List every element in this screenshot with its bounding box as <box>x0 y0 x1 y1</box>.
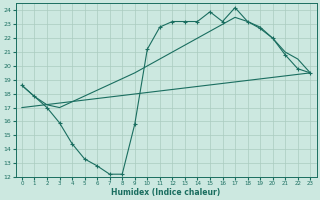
X-axis label: Humidex (Indice chaleur): Humidex (Indice chaleur) <box>111 188 221 197</box>
